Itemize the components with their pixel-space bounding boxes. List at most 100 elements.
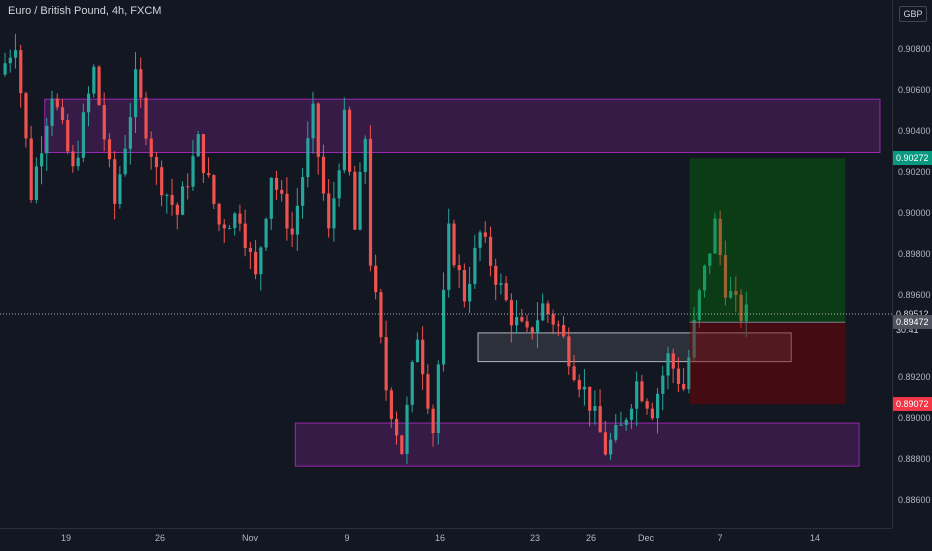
- candle-body: [447, 223, 451, 290]
- candle-body: [285, 193, 289, 229]
- candle-body: [619, 424, 623, 426]
- candle-body: [118, 174, 122, 204]
- candle-body: [274, 177, 279, 190]
- candle-body: [342, 109, 346, 171]
- candle-body: [624, 419, 628, 425]
- candle-body: [405, 404, 409, 454]
- candle-body: [321, 156, 326, 194]
- candle-body: [24, 93, 28, 139]
- candle-body: [504, 283, 508, 301]
- candle-body: [207, 173, 211, 176]
- candle-body: [50, 98, 54, 126]
- candle-body: [708, 253, 712, 266]
- candle-body: [520, 317, 524, 322]
- candle-body: [254, 251, 258, 275]
- candle-body: [697, 290, 701, 320]
- candle-body: [87, 93, 91, 113]
- candle-body: [306, 138, 310, 178]
- price-tick-label: 0.89800: [898, 249, 931, 259]
- candle-body: [661, 375, 665, 394]
- candle-body: [186, 186, 190, 188]
- candle-body: [128, 117, 132, 149]
- candle-body: [509, 300, 514, 326]
- candle-body: [499, 283, 503, 285]
- candle-body: [40, 153, 44, 167]
- candle-body: [217, 203, 221, 225]
- candle-body: [327, 193, 331, 229]
- candle-body: [515, 317, 519, 326]
- candle-body: [614, 425, 618, 440]
- candle-body: [656, 393, 660, 419]
- candle-body: [441, 289, 446, 365]
- candle-body: [530, 327, 534, 334]
- time-tick-label: Nov: [242, 533, 259, 543]
- candle-body: [676, 368, 681, 385]
- candle-body: [415, 339, 420, 363]
- candle-body: [598, 406, 602, 433]
- candle-body: [71, 151, 75, 167]
- candle-body: [160, 167, 164, 196]
- candle-body: [488, 236, 493, 266]
- candle-body: [483, 232, 487, 237]
- candle-body: [577, 379, 581, 390]
- candle-body: [421, 339, 425, 375]
- time-tick-label: Dec: [638, 533, 655, 543]
- price-chart[interactable]: [0, 0, 892, 528]
- candle-body: [149, 138, 153, 157]
- candle-body: [702, 265, 707, 291]
- candle-body: [635, 381, 639, 409]
- candle-body: [556, 324, 561, 326]
- candle-body: [280, 189, 284, 194]
- candle-body: [139, 69, 143, 98]
- candle-body: [113, 159, 117, 204]
- candle-body: [212, 175, 216, 204]
- candle-body: [410, 362, 414, 405]
- entry-zone-box: [477, 332, 792, 363]
- candle-body: [666, 353, 670, 376]
- candle-body: [180, 186, 185, 215]
- price-tick-label: 0.88600: [898, 495, 931, 505]
- candle-body: [175, 204, 179, 215]
- candle-body: [572, 366, 576, 380]
- zones: [44, 98, 881, 467]
- candle-body: [671, 353, 675, 369]
- time-axis[interactable]: [0, 528, 892, 551]
- price-tick-label: 0.90600: [898, 85, 931, 95]
- candle-body: [269, 177, 273, 219]
- time-tick-label: 23: [529, 533, 540, 543]
- candle-body: [718, 218, 722, 256]
- candle-body: [609, 439, 613, 455]
- candle-body: [311, 103, 315, 139]
- candle-body: [729, 291, 733, 298]
- target-area: [689, 158, 846, 323]
- price-tick-label: 0.89000: [898, 413, 931, 423]
- candle-body: [227, 228, 232, 230]
- price-tick-label: 0.88800: [898, 454, 931, 464]
- candle-body: [102, 105, 106, 140]
- candle-body: [295, 205, 300, 235]
- candle-body: [243, 223, 247, 248]
- time-tick-label: 19: [60, 533, 71, 543]
- entry-price-tag: 0.89472: [893, 315, 932, 330]
- candle-body: [535, 320, 540, 334]
- candle-body: [593, 406, 597, 411]
- supply-demand-zone: [44, 98, 881, 153]
- candle-body: [384, 337, 388, 391]
- candle-body: [201, 134, 206, 174]
- price-tick-label: 0.90000: [898, 208, 931, 218]
- candle-body: [3, 63, 7, 75]
- candle-body: [744, 304, 748, 322]
- time-tick-label: 7: [717, 533, 723, 543]
- currency-badge[interactable]: GBP: [899, 6, 927, 22]
- candle-body: [478, 232, 482, 248]
- candle-body: [191, 156, 195, 187]
- price-axis[interactable]: [892, 0, 932, 528]
- candle-body: [687, 357, 691, 390]
- candle-body: [389, 390, 393, 419]
- target-price-tag: 0.90272: [893, 151, 932, 166]
- candle-body: [301, 177, 305, 206]
- candle-body: [713, 218, 717, 254]
- candle-body: [426, 374, 430, 409]
- price-tick-label: 0.89200: [898, 372, 931, 382]
